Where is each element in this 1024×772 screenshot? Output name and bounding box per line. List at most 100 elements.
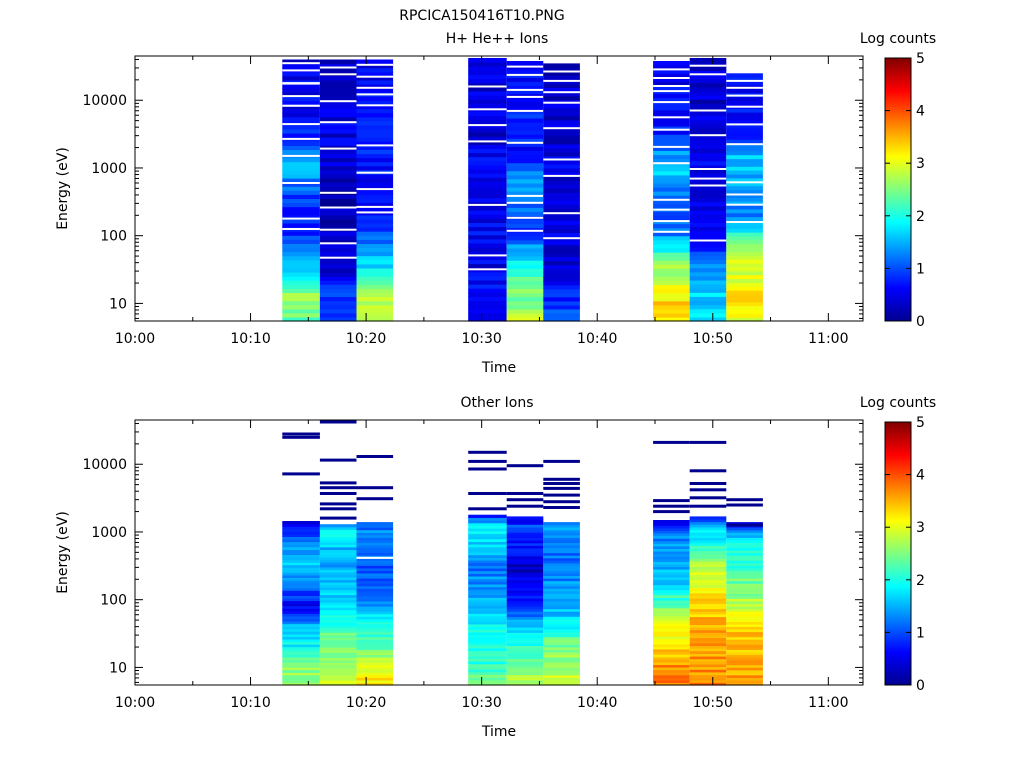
heatmap-cell bbox=[319, 577, 357, 581]
heatmap-cell bbox=[356, 63, 394, 69]
heatmap-cell bbox=[282, 173, 320, 179]
heatmap-cell bbox=[653, 620, 690, 624]
heatmap-cell bbox=[506, 117, 544, 123]
heatmap-cell bbox=[506, 158, 544, 164]
heatmap-cell bbox=[468, 103, 507, 108]
heatmap-cell bbox=[282, 531, 320, 535]
heatmap-gap bbox=[506, 216, 544, 219]
heatmap-cell bbox=[726, 108, 763, 113]
heatmap-cell bbox=[689, 682, 727, 686]
heatmap-cell bbox=[282, 521, 320, 525]
sweep bbox=[543, 63, 580, 322]
heatmap-cell bbox=[543, 629, 580, 633]
heatmap-cell bbox=[653, 538, 690, 542]
heatmap-cell bbox=[282, 546, 320, 550]
heatmap-cell bbox=[689, 627, 727, 631]
heatmap-cell bbox=[543, 111, 580, 117]
heatmap-cell bbox=[726, 545, 763, 549]
heatmap-cell bbox=[653, 520, 690, 524]
heatmap-cell bbox=[689, 669, 727, 673]
heatmap-cell bbox=[543, 547, 580, 551]
heatmap-cell bbox=[689, 255, 727, 260]
heatmap-cell bbox=[543, 662, 580, 666]
heatmap-cell bbox=[506, 634, 544, 639]
heatmap-cell bbox=[653, 170, 690, 176]
heatmap-cell bbox=[319, 112, 357, 118]
heatmap-cell bbox=[653, 540, 690, 544]
heatmap-cell bbox=[506, 640, 544, 644]
heatmap-cell bbox=[726, 565, 763, 569]
heatmap-cell bbox=[319, 531, 357, 535]
heatmap-cell bbox=[468, 520, 507, 524]
x-tick-label: 10:10 bbox=[230, 695, 270, 711]
heatmap-cell bbox=[653, 150, 690, 156]
x-axis-label: Time bbox=[481, 360, 516, 376]
heatmap-cell bbox=[468, 575, 507, 580]
heatmap-cell bbox=[506, 182, 544, 188]
heatmap-cell bbox=[356, 190, 394, 195]
heatmap-cell bbox=[319, 544, 357, 548]
sweep bbox=[506, 464, 544, 686]
heatmap-cell bbox=[356, 639, 394, 643]
heatmap-cell bbox=[356, 251, 394, 257]
colorbar-tick-label: 3 bbox=[916, 156, 925, 172]
heatmap-cell bbox=[689, 316, 727, 322]
heatmap-cell bbox=[356, 59, 394, 65]
heatmap-cell bbox=[282, 564, 320, 568]
heatmap-cell bbox=[543, 623, 580, 627]
heatmap-cell bbox=[543, 613, 580, 617]
heatmap-cell bbox=[653, 251, 690, 257]
heatmap-cell bbox=[468, 541, 507, 545]
heatmap-cell bbox=[653, 592, 690, 596]
heatmap-cell bbox=[468, 296, 507, 301]
heatmap-cell bbox=[726, 606, 763, 610]
heatmap-cell bbox=[468, 181, 507, 186]
heatmap-cell bbox=[543, 545, 580, 549]
heatmap-cell bbox=[506, 540, 544, 544]
heatmap-cell bbox=[319, 554, 357, 558]
heatmap-cell bbox=[468, 263, 507, 269]
heatmap-cell bbox=[319, 647, 357, 651]
sweep bbox=[282, 432, 320, 686]
heatmap-cell bbox=[726, 197, 763, 202]
heatmap-cell bbox=[689, 189, 727, 195]
heatmap-cell bbox=[543, 276, 580, 282]
heatmap-cell bbox=[653, 638, 690, 642]
colorbar-tick-label: 4 bbox=[916, 468, 925, 484]
heatmap-cell bbox=[319, 579, 357, 583]
heatmap-cell bbox=[726, 139, 763, 144]
heatmap-cell bbox=[506, 186, 544, 192]
heatmap-cell bbox=[319, 308, 357, 314]
heatmap-cell bbox=[726, 150, 763, 156]
heatmap-cell bbox=[468, 658, 507, 662]
heatmap-cell bbox=[468, 288, 507, 293]
heatmap-cell bbox=[506, 174, 544, 180]
heatmap-gap bbox=[506, 65, 544, 68]
heatmap-cell bbox=[319, 597, 357, 601]
heatmap-cell bbox=[506, 550, 544, 554]
heatmap-cell bbox=[726, 212, 763, 218]
heatmap-cell bbox=[356, 124, 394, 130]
heatmap-cell bbox=[506, 81, 544, 86]
heatmap-cell bbox=[726, 216, 763, 221]
heatmap-cell bbox=[653, 630, 690, 635]
heatmap-cell bbox=[506, 526, 544, 531]
heatmap-cell bbox=[653, 646, 690, 650]
heatmap-gap bbox=[726, 94, 763, 97]
heatmap-cell bbox=[319, 288, 357, 293]
heatmap-cell bbox=[543, 147, 580, 153]
heatmap-cell bbox=[689, 611, 727, 615]
heatmap-cell bbox=[282, 556, 320, 561]
heatmap-cell bbox=[282, 161, 320, 167]
heatmap-cell bbox=[689, 571, 727, 575]
heatmap-cell bbox=[506, 519, 544, 523]
heatmap-cell bbox=[543, 667, 580, 671]
heatmap-cell bbox=[356, 603, 394, 607]
heatmap-cell bbox=[689, 201, 727, 207]
heatmap-cell bbox=[506, 563, 544, 567]
heatmap-cell bbox=[543, 115, 580, 121]
heatmap-cell bbox=[282, 551, 320, 555]
heatmap-cell bbox=[319, 149, 357, 155]
heatmap-cell bbox=[319, 589, 357, 593]
heatmap-cell bbox=[726, 539, 763, 543]
